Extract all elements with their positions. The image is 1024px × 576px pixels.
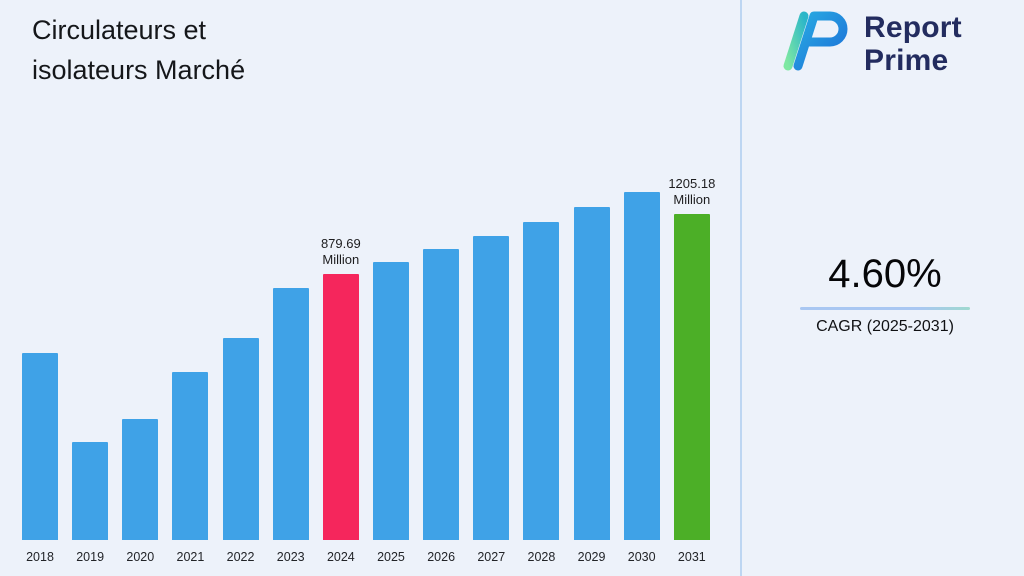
x-axis-label-2029: 2029	[577, 550, 606, 564]
bar-2019	[72, 441, 109, 540]
x-axis-label-2020: 2020	[126, 550, 155, 564]
bar-2018	[22, 352, 58, 540]
bar-column-2022	[221, 176, 261, 540]
bar-column-2020	[120, 176, 160, 540]
cagr-block: 4.60% CAGR (2025-2031)	[795, 252, 975, 336]
report-prime-logo-icon	[778, 10, 850, 77]
vertical-divider	[740, 0, 742, 576]
cagr-label: CAGR (2025-2031)	[816, 318, 954, 335]
x-axis-label-2019: 2019	[76, 550, 105, 564]
bar-column-2021	[170, 176, 210, 540]
bar-column-2026	[421, 176, 461, 540]
x-axis-label-2022: 2022	[226, 550, 255, 564]
bar-value-label-2024: 879.69 Million	[320, 236, 361, 268]
bar-2021	[172, 372, 209, 540]
bar-column-2027	[471, 176, 511, 540]
x-axis-label-2024: 2024	[326, 550, 355, 564]
bar-column-2024: 879.69 Million	[321, 176, 361, 540]
x-axis-label-2027: 2027	[477, 550, 506, 564]
x-axis-label-2021: 2021	[176, 550, 205, 564]
bar-2028	[523, 221, 560, 540]
bar-column-2025	[371, 176, 411, 540]
x-axis-label-2031: 2031	[677, 550, 706, 564]
bar-column-2019	[70, 176, 110, 540]
bar-2031	[673, 214, 710, 540]
bar-column-2030	[622, 176, 662, 540]
bar-2022	[222, 337, 259, 540]
x-axis-label-2026: 2026	[427, 550, 456, 564]
bar-2026	[423, 249, 460, 540]
x-axis-label-2025: 2025	[377, 550, 405, 564]
bar-2023	[272, 287, 309, 540]
bar-column-2031: 1205.18 Million	[668, 176, 715, 540]
bar-column-2029	[572, 176, 612, 540]
page-title: Circulateurs et isolateurs Marché	[32, 10, 245, 90]
page-title-line1: Circulateurs et	[32, 15, 207, 45]
bar-2030	[623, 192, 660, 540]
bar-chart: 879.69 Million 1205.18 Million	[20, 176, 715, 540]
report-prime-logo-text: Report Prime	[864, 11, 962, 77]
report-prime-logo: Report Prime	[778, 10, 962, 77]
bar-column-2018	[20, 176, 60, 540]
bar-column-2028	[521, 176, 561, 540]
bar-2029	[573, 207, 610, 540]
logo-text-line2: Prime	[864, 43, 949, 77]
bar-2027	[473, 235, 510, 540]
x-axis-label-2028: 2028	[527, 550, 556, 564]
bar-2024	[322, 274, 359, 540]
bar-2020	[122, 419, 159, 540]
x-axis-label-2030: 2030	[627, 550, 656, 564]
bar-2025	[372, 262, 409, 540]
bar-value-label-2031: 1205.18 Million	[668, 176, 716, 207]
x-axis-label-2023: 2023	[276, 550, 305, 564]
logo-text-line1: Report	[864, 10, 962, 44]
bar-column-2023	[271, 176, 311, 540]
x-axis-label-2018: 2018	[26, 550, 54, 564]
page-title-line2: isolateurs Marché	[32, 55, 246, 85]
cagr-value: 4.60%	[828, 252, 942, 296]
x-axis-labels: 2018 2019 2020 2021 2022 2023 2024 2025 2026 2027…	[20, 550, 712, 564]
cagr-underline	[800, 307, 970, 310]
